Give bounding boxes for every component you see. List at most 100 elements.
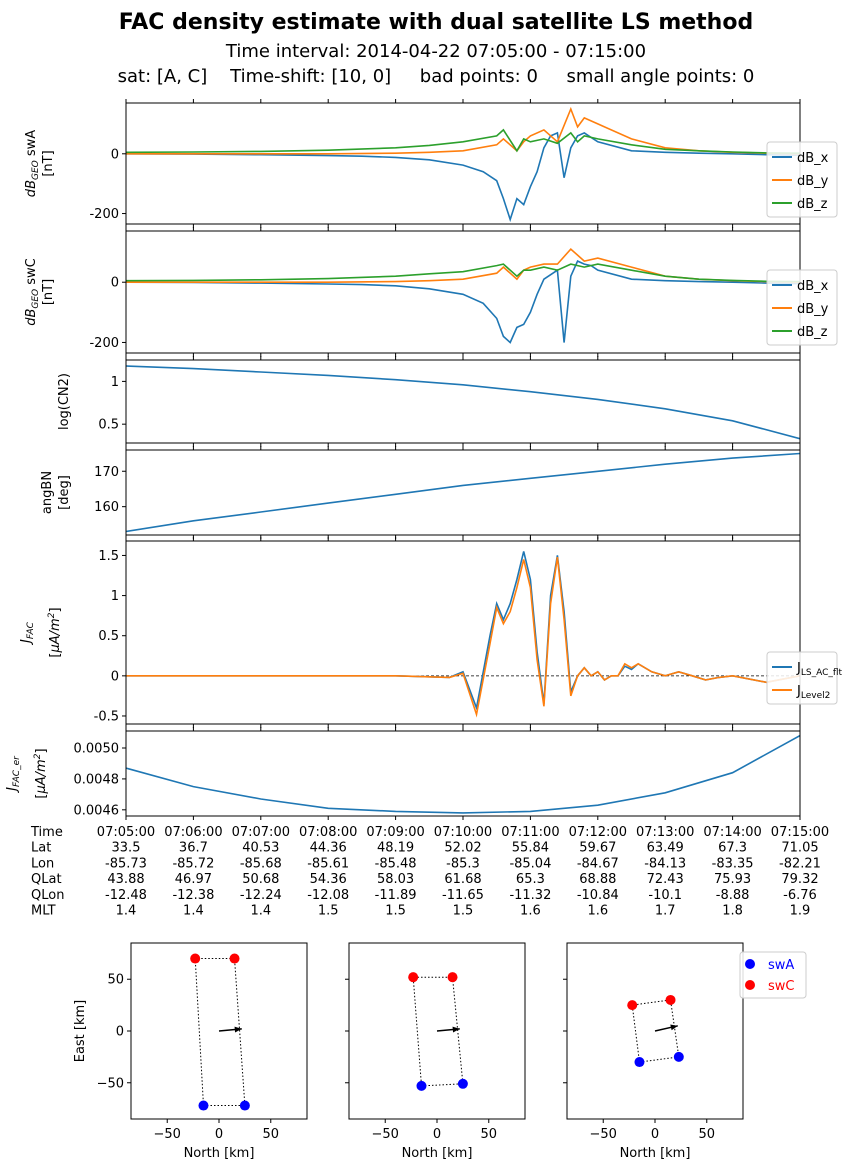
geometry-xlabel: North [km] — [184, 1146, 255, 1161]
table-cell: 07:09:00 — [366, 825, 424, 840]
table-cell: 1.4 — [183, 904, 204, 919]
panel-frame — [125, 359, 801, 444]
table-cell: 07:11:00 — [501, 825, 559, 840]
legend-label-dB_y: dB_y — [797, 302, 829, 317]
figure-title: FAC density estimate with dual satellite… — [119, 10, 753, 35]
point-swC — [229, 953, 240, 964]
ylabel-line1: dBGEO swC — [24, 258, 41, 326]
point-swA — [457, 1078, 468, 1089]
table-cell: -84.67 — [577, 856, 619, 871]
legend-label-J_LS_AC_flt: JLS_AC_flt — [796, 661, 843, 678]
timeseries-panel-6: 0.0046 0.0048 0.0050 JFAC_er [μA/m2] — [5, 727, 801, 820]
y-tick-label: 0 — [111, 669, 119, 684]
y-tick-label: -200 — [89, 336, 119, 351]
table-cell: 46.97 — [175, 872, 212, 887]
table-cell: 07:07:00 — [232, 825, 290, 840]
x-tick-label: 0 — [215, 1127, 223, 1142]
table-cell: 43.88 — [107, 872, 144, 887]
table-cell: -85.48 — [375, 856, 417, 871]
x-tick-label: 50 — [480, 1127, 497, 1142]
table-cell: 1.4 — [116, 904, 137, 919]
table-row-label-qlat: QLat — [31, 872, 62, 887]
table-cell: 1.5 — [385, 904, 406, 919]
table-cell: 1.6 — [520, 904, 541, 919]
y-tick-label: 0 — [116, 1025, 124, 1040]
series-line-value — [126, 734, 800, 814]
series-line-dB_y — [126, 106, 800, 155]
table-cell: 1.7 — [655, 904, 676, 919]
table-cell: -85.72 — [172, 856, 214, 871]
panel5-ylabel: JFAC [μA/m2] — [19, 607, 63, 657]
table-row-label-lat: Lat — [31, 841, 51, 856]
table-cell: 07:14:00 — [703, 825, 761, 840]
series-line-dB_x — [126, 260, 800, 344]
y-tick-label: -200 — [89, 207, 119, 222]
series-line-value — [126, 452, 800, 533]
table-cell: 07:12:00 — [569, 825, 627, 840]
table-cell: 65.3 — [516, 872, 545, 887]
panel2-ylabel: dBGEO swC[nT] — [24, 258, 56, 326]
table-cell: 07:10:00 — [434, 825, 492, 840]
timeseries-panel-2: -200 0 dBGEO swC[nT] dB_x dB_y dB_z — [24, 227, 838, 357]
ylabel-j: J — [19, 639, 34, 646]
table-cell: 50.68 — [242, 872, 279, 887]
x-tick-label: 50 — [262, 1127, 279, 1142]
table-cell: 36.7 — [179, 841, 208, 856]
ylabel-fac-sub: FAC_er — [12, 755, 22, 787]
geometry-panel-3: −50 0 50 North [km] swA swC — [563, 942, 807, 1161]
velocity-arrow-head — [234, 1026, 242, 1033]
legend-label-swC: swC — [768, 979, 794, 994]
legend-sub: Level2 — [801, 691, 830, 701]
geometry-xlabel: North [km] — [402, 1146, 473, 1161]
point-swA — [673, 1051, 684, 1062]
y-tick-label: 0.0046 — [74, 803, 120, 818]
table-cell: -83.35 — [712, 856, 754, 871]
point-swA — [239, 1100, 250, 1111]
table-cell: 52.02 — [444, 841, 481, 856]
ylabel-unit: μA/m — [34, 759, 49, 794]
table-row-label-lon: Lon — [31, 856, 54, 871]
geometry-ylabel: East [km] — [73, 1000, 88, 1063]
table-cell: -10.84 — [577, 888, 619, 903]
table-cell: 1.8 — [722, 904, 743, 919]
table-cell: -12.38 — [172, 888, 214, 903]
table-cell: 07:13:00 — [636, 825, 694, 840]
table-cell: 48.19 — [377, 841, 414, 856]
table-cell: 1.6 — [587, 904, 608, 919]
table-cell: 07:08:00 — [299, 825, 357, 840]
ylabel-sq: 2 — [33, 753, 43, 759]
ylabel-db: dB — [24, 180, 39, 197]
series-line-J_Level2 — [126, 556, 800, 718]
table-cell: -6.76 — [783, 888, 817, 903]
table-cell: 79.32 — [781, 872, 818, 887]
table-cell: -10.1 — [648, 888, 682, 903]
ylabel-line1: angBN — [40, 471, 55, 514]
table-cell: 61.68 — [444, 872, 481, 887]
ylabel-line2: [μA/m2] — [47, 607, 63, 657]
table-cell: 67.3 — [718, 841, 747, 856]
time-position-table: Time 07:05:00 07:06:00 07:07:00 07:08:00 07:0… — [30, 825, 829, 919]
series-line-dB_x — [126, 131, 800, 223]
y-tick-label: 1.5 — [98, 549, 119, 564]
series-line-dB_z — [126, 128, 800, 154]
table-cell: 44.36 — [310, 841, 347, 856]
legend-label-dB_x: dB_x — [797, 151, 829, 166]
table-cell: -11.89 — [375, 888, 417, 903]
table-cell: 1.4 — [250, 904, 271, 919]
table-row-label-time: Time — [30, 825, 63, 840]
table-cell: 55.84 — [512, 841, 549, 856]
geometry-frame — [566, 942, 744, 1120]
y-tick-label: -0.5 — [94, 709, 119, 724]
point-swA — [416, 1080, 427, 1091]
table-cell: -12.48 — [105, 888, 147, 903]
ylabel-sq: 2 — [47, 612, 57, 618]
legend-j: J — [796, 661, 801, 676]
constellation-quad — [631, 999, 680, 1063]
y-tick-label: 0 — [111, 147, 119, 162]
table-row-label-qlon: QLon — [31, 888, 64, 903]
table-cell: -11.32 — [509, 888, 551, 903]
ylabel-line1: JFAC_er — [5, 755, 22, 794]
table-cell: 75.93 — [714, 872, 751, 887]
table-cell: -11.65 — [442, 888, 484, 903]
